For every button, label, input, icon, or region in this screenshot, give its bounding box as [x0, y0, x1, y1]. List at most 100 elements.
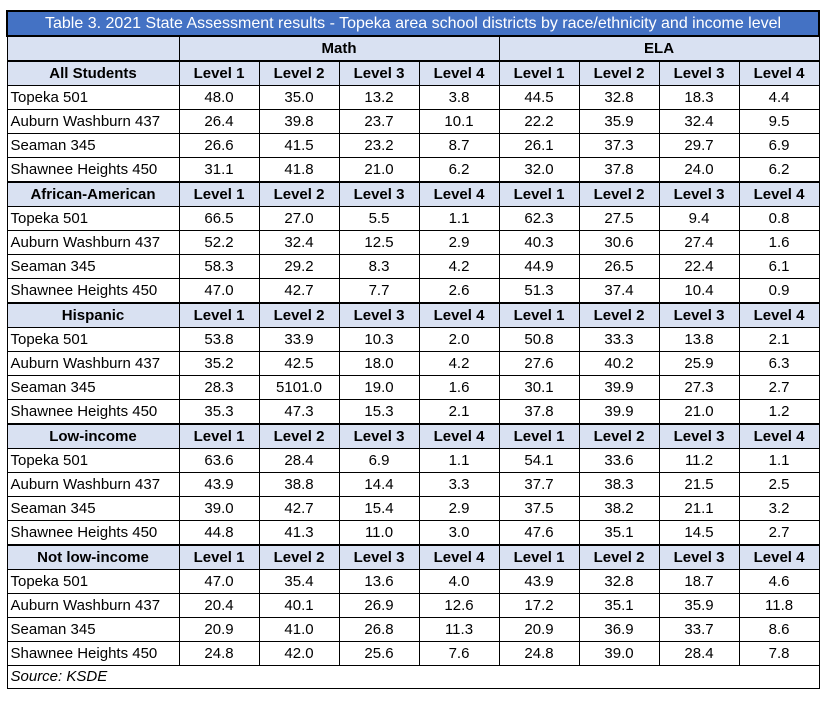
level-header: Level 2 — [578, 302, 660, 328]
value-cell: 27.6 — [498, 351, 580, 376]
level-header: Level 4 — [418, 544, 500, 570]
value-cell: 33.6 — [578, 448, 660, 473]
table-row: Seaman 345 58.3 29.2 8.3 4.2 44.9 26.5 22.4 6.1 — [6, 254, 820, 279]
value-cell: 50.8 — [498, 327, 580, 352]
value-cell: 54.1 — [498, 448, 580, 473]
table-title: Table 3. 2021 State Assessment results -… — [5, 10, 821, 37]
value-cell: 41.5 — [258, 133, 340, 158]
level-header: Level 4 — [418, 302, 500, 328]
level-header: Level 4 — [738, 181, 820, 207]
table-row: Shawnee Heights 450 24.8 42.0 25.6 7.6 24.8 39… — [6, 641, 820, 666]
level-header: Level 1 — [498, 423, 580, 449]
value-cell: 6.2 — [738, 157, 820, 183]
value-cell: 27.3 — [658, 375, 740, 400]
value-cell: 35.9 — [578, 109, 660, 134]
value-cell: 0.8 — [738, 206, 820, 231]
value-cell: 43.9 — [498, 569, 580, 594]
value-cell: 6.9 — [738, 133, 820, 158]
value-cell: 26.6 — [178, 133, 260, 158]
value-cell: 14.5 — [658, 520, 740, 546]
value-cell: 35.4 — [258, 569, 340, 594]
level-header: Level 1 — [178, 60, 260, 86]
value-cell: 25.6 — [338, 641, 420, 666]
value-cell: 18.7 — [658, 569, 740, 594]
source-row: Source: KSDE — [6, 665, 820, 689]
level-header: Level 4 — [738, 302, 820, 328]
value-cell: 35.0 — [258, 85, 340, 110]
value-cell: 37.8 — [578, 157, 660, 183]
table-row: Shawnee Heights 450 35.3 47.3 15.3 2.1 37.8 39… — [6, 399, 820, 425]
value-cell: 20.9 — [498, 617, 580, 642]
level-header: Level 3 — [658, 60, 740, 86]
value-cell: 24.8 — [498, 641, 580, 666]
table-row: Shawnee Heights 450 47.0 42.7 7.7 2.6 51.3 37.… — [6, 278, 820, 304]
district-name: Shawnee Heights 450 — [6, 157, 180, 183]
district-name: Seaman 345 — [6, 254, 180, 279]
value-cell: 9.5 — [738, 109, 820, 134]
district-name: Topeka 501 — [6, 448, 180, 473]
value-cell: 42.0 — [258, 641, 340, 666]
value-cell: 4.2 — [418, 351, 500, 376]
value-cell: 11.2 — [658, 448, 740, 473]
value-cell: 9.4 — [658, 206, 740, 231]
value-cell: 32.4 — [258, 230, 340, 255]
district-name: Shawnee Heights 450 — [6, 278, 180, 304]
value-cell: 2.9 — [418, 496, 500, 521]
value-cell: 4.2 — [418, 254, 500, 279]
table-row: Shawnee Heights 450 44.8 41.3 11.0 3.0 47.6 35… — [6, 520, 820, 546]
value-cell: 18.0 — [338, 351, 420, 376]
value-cell: 41.3 — [258, 520, 340, 546]
level-header: Level 4 — [738, 60, 820, 86]
district-name: Topeka 501 — [6, 206, 180, 231]
value-cell: 1.1 — [418, 448, 500, 473]
value-cell: 38.3 — [578, 472, 660, 497]
table-row: Seaman 345 39.0 42.7 15.4 2.9 37.5 38.2 21.1 3.2 — [6, 496, 820, 521]
level-header: Level 1 — [498, 544, 580, 570]
table-row: Seaman 345 26.6 41.5 23.2 8.7 26.1 37.3 29.7 6.9 — [6, 133, 820, 158]
value-cell: 42.7 — [258, 496, 340, 521]
level-header: Level 1 — [178, 544, 260, 570]
district-name: Shawnee Heights 450 — [6, 520, 180, 546]
group-name: African-American — [6, 181, 180, 207]
value-cell: 42.7 — [258, 278, 340, 304]
value-cell: 2.0 — [418, 327, 500, 352]
value-cell: 26.1 — [498, 133, 580, 158]
subject-header-row: Math ELA — [6, 35, 820, 62]
value-cell: 20.4 — [178, 593, 260, 618]
level-header: Level 4 — [738, 423, 820, 449]
level-header: Level 4 — [418, 423, 500, 449]
level-header: Level 3 — [338, 181, 420, 207]
table-row: Topeka 501 63.6 28.4 6.9 1.1 54.1 33.6 11.2 1.1 — [6, 448, 820, 473]
value-cell: 18.3 — [658, 85, 740, 110]
value-cell: 30.1 — [498, 375, 580, 400]
value-cell: 32.0 — [498, 157, 580, 183]
value-cell: 31.1 — [178, 157, 260, 183]
value-cell: 10.1 — [418, 109, 500, 134]
table-row: Auburn Washburn 437 20.4 40.1 26.9 12.6 17.2 3… — [6, 593, 820, 618]
district-name: Shawnee Heights 450 — [6, 641, 180, 666]
value-cell: 8.7 — [418, 133, 500, 158]
value-cell: 15.3 — [338, 399, 420, 425]
value-cell: 44.9 — [498, 254, 580, 279]
level-header: Level 1 — [498, 302, 580, 328]
value-cell: 47.6 — [498, 520, 580, 546]
value-cell: 6.2 — [418, 157, 500, 183]
value-cell: 44.8 — [178, 520, 260, 546]
value-cell: 48.0 — [178, 85, 260, 110]
value-cell: 40.2 — [578, 351, 660, 376]
level-header: Level 3 — [658, 181, 740, 207]
level-header: Level 3 — [338, 60, 420, 86]
value-cell: 40.1 — [258, 593, 340, 618]
value-cell: 6.3 — [738, 351, 820, 376]
value-cell: 26.4 — [178, 109, 260, 134]
table-row: Auburn Washburn 437 26.4 39.8 23.7 10.1 22.2 3… — [6, 109, 820, 134]
value-cell: 39.0 — [178, 496, 260, 521]
value-cell: 23.7 — [338, 109, 420, 134]
value-cell: 1.2 — [738, 399, 820, 425]
value-cell: 11.3 — [418, 617, 500, 642]
value-cell: 52.2 — [178, 230, 260, 255]
value-cell: 21.5 — [658, 472, 740, 497]
assessment-results-table: Table 3. 2021 State Assessment results -… — [5, 10, 821, 689]
value-cell: 41.0 — [258, 617, 340, 642]
group-header-row: African-American Level 1 Level 2 Level 3 Lev… — [6, 181, 820, 207]
